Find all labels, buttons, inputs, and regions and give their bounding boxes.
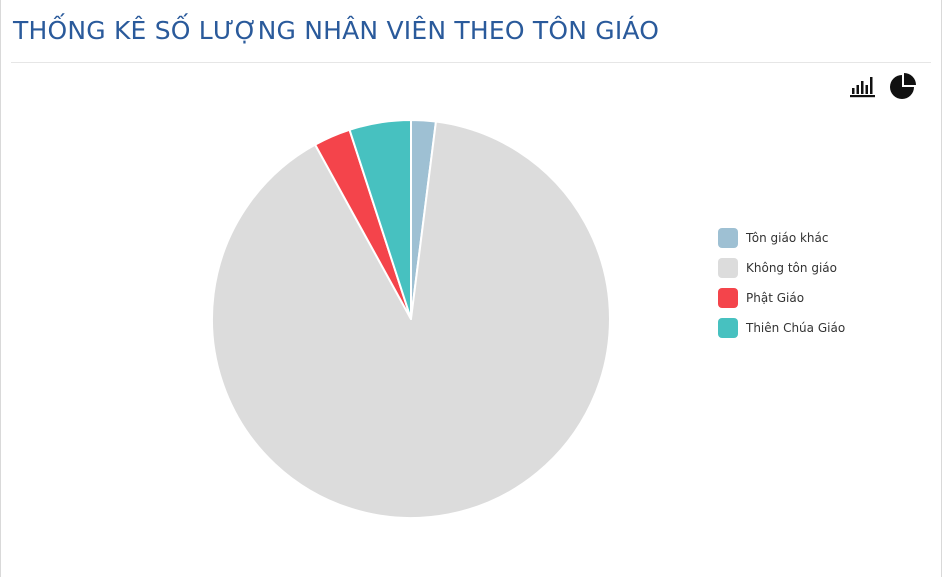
- legend-label: Không tôn giáo: [746, 261, 837, 275]
- legend-swatch: [718, 318, 738, 338]
- page-title: THỐNG KÊ SỐ LƯỢNG NHÂN VIÊN THEO TÔN GIÁ…: [13, 16, 660, 45]
- pie-chart-icon[interactable]: [887, 72, 917, 102]
- bar-chart-icon[interactable]: [847, 72, 877, 102]
- legend-swatch: [718, 228, 738, 248]
- legend-label: Tôn giáo khác: [746, 231, 829, 245]
- legend-label: Thiên Chúa Giáo: [746, 321, 846, 335]
- title-divider: [11, 62, 931, 63]
- legend-swatch: [718, 258, 738, 278]
- legend-label: Phật Giáo: [746, 291, 805, 305]
- legend-swatch: [718, 288, 738, 308]
- pie-slice-3[interactable]: [348, 119, 412, 320]
